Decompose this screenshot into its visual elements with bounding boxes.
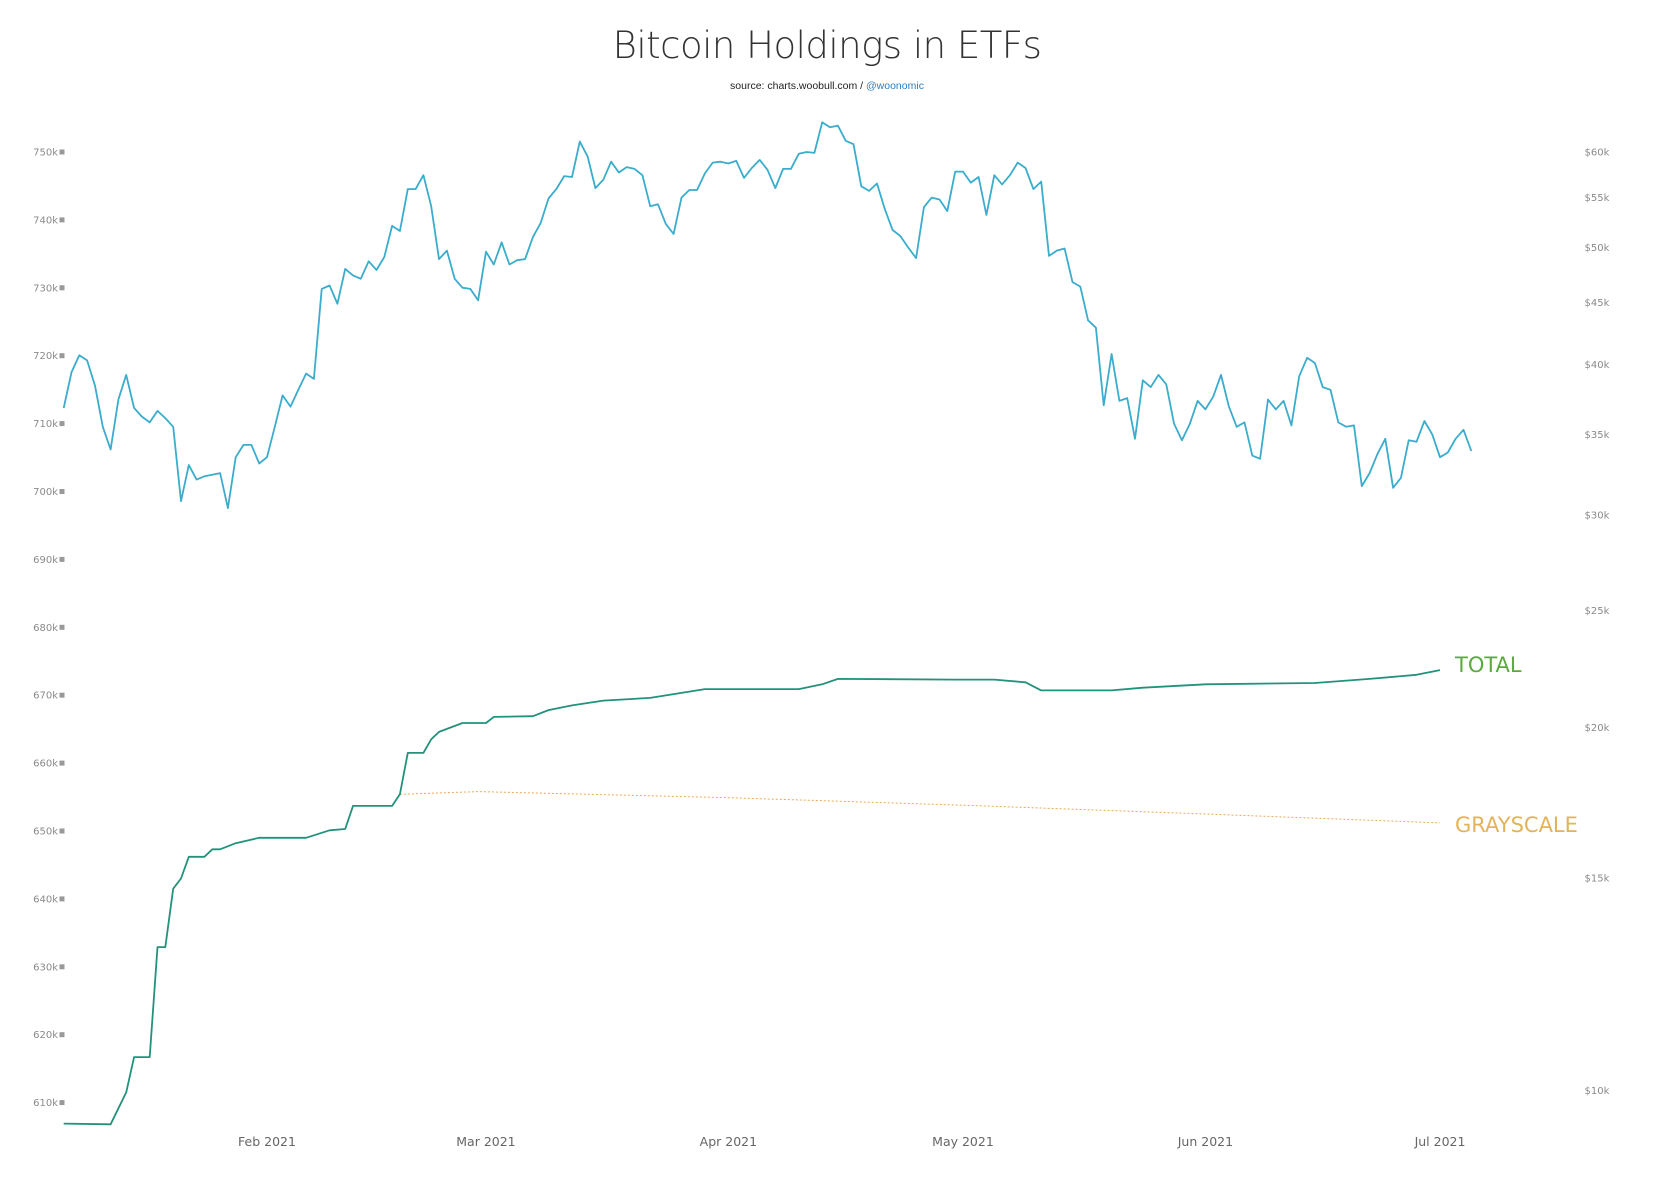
left-tick-label: 630k [33,962,58,973]
left-tick-label: 660k [33,759,58,770]
series-lines [62,121,1473,1126]
right-tick-label: $30k [1585,511,1610,522]
right-tick-label: $55k [1585,193,1610,204]
right-tick-label: $45k [1585,298,1610,309]
left-tick-label: 680k [33,623,58,634]
series-label-grayscale: GRAYSCALE [1455,813,1578,837]
left-tick-mark [59,489,65,494]
grayscale-line [399,791,1441,824]
right-tick-label: $40k [1585,360,1610,371]
left-tick-label: 650k [33,827,58,838]
left-tick-mark [59,149,65,155]
left-axis: 750k 740k 730k 720k 710k 700k 690k 680k 670k 660k… [33,148,65,1109]
left-tick-mark [59,217,65,223]
left-tick-mark [59,353,65,359]
right-tick-label: $50k [1585,243,1610,254]
right-tick-label: $60k [1585,148,1610,159]
x-tick-label: Feb 2021 [238,1134,296,1149]
left-tick-label: 610k [33,1098,58,1109]
right-tick-label: $10k [1585,1086,1610,1097]
chart-title: Bitcoin Holdings in ETFs [612,24,1042,67]
left-tick-mark [59,964,65,970]
left-tick-mark [59,1032,65,1038]
total-line [63,669,1441,1126]
x-tick-label: Jul 2021 [1414,1134,1466,1149]
left-tick-mark [59,896,65,902]
left-tick-label: 620k [33,1030,58,1041]
left-tick-label: 730k [33,283,58,294]
left-tick-label: 640k [33,894,58,905]
price-line [62,121,1473,509]
left-tick-label: 740k [33,215,58,226]
left-tick-label: 670k [33,691,58,702]
left-tick-mark [59,760,65,766]
right-tick-label: $35k [1585,430,1610,441]
left-tick-mark [59,285,65,291]
x-tick-label: Apr 2021 [700,1134,757,1149]
x-axis: Feb 2021 Mar 2021 Apr 2021 May 2021 Jun 2021… [238,1134,1465,1149]
left-tick-label: 710k [33,419,58,430]
x-tick-label: Jun 2021 [1177,1134,1233,1149]
left-tick-mark [59,556,65,562]
left-tick-label: 700k [33,487,58,498]
source-text: source: charts.woobull.com / [730,80,867,92]
series-label-total: TOTAL [1454,653,1522,677]
left-tick-mark [59,1100,65,1106]
right-tick-label: $25k [1585,606,1610,617]
left-tick-mark [59,421,65,427]
x-tick-label: May 2021 [932,1134,994,1149]
left-tick-label: 720k [33,351,58,362]
author-handle-link[interactable]: @woonomic [866,80,924,92]
left-tick-mark [59,692,65,698]
left-tick-mark [59,624,65,630]
chart-subtitle: source: charts.woobull.com / @woonomic [0,80,1654,92]
x-tick-label: Mar 2021 [456,1134,515,1149]
right-tick-label: $20k [1585,723,1610,734]
left-tick-label: 690k [33,555,58,566]
left-tick-label: 750k [33,148,58,159]
right-axis: $60k $55k $50k $45k $40k $35k $30k $25k $20k $15k… [1585,148,1610,1097]
left-tick-mark [59,828,65,834]
right-tick-label: $15k [1585,874,1610,885]
